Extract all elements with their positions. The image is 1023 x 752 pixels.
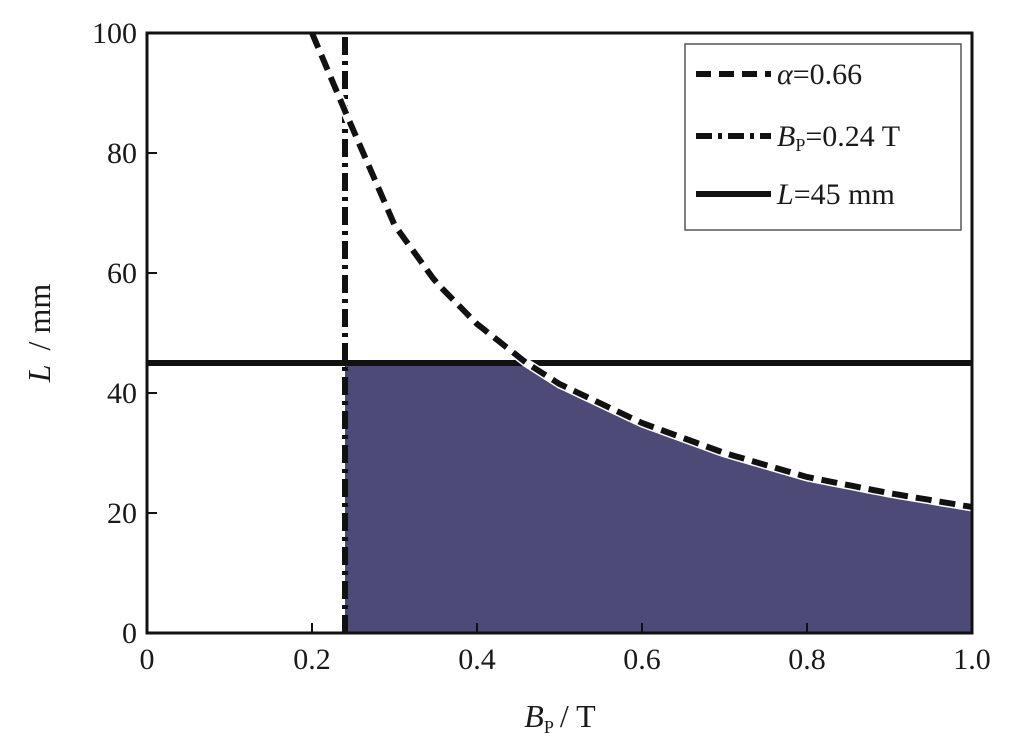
shaded-feasible-region [345,363,972,633]
legend-bp-symbol: B [777,120,795,153]
x-axis-unit: / T [560,698,596,734]
x-tick-label: 0.6 [623,643,661,676]
legend-l-symbol: L [776,178,794,211]
y-tick-label: 60 [107,257,137,290]
y-tick-label: 0 [122,617,137,650]
x-tick-label: 0 [140,643,155,676]
y-tick-label: 80 [107,137,137,170]
x-axis-subscript: P [544,717,554,737]
x-axis-label: BP / T [524,698,596,737]
y-axis-label: L / mm [21,284,57,384]
y-tick-label: 40 [107,377,137,410]
legend-alpha-value: =0.66 [793,58,862,91]
legend-alpha-symbol: α [777,58,794,91]
y-axis-symbol: L [21,364,57,383]
x-tick-label: 0.8 [788,643,826,676]
legend-bp-value: =0.24 T [805,120,900,153]
y-tick-label: 100 [92,17,137,50]
legend-bp-subscript: P [795,135,805,155]
ticks-layer: 0 0.2 0.4 0.6 0.8 1.0 0 20 40 60 80 100 [92,17,991,676]
x-tick-label: 0.4 [458,643,496,676]
x-axis-symbol: B [524,698,544,734]
series-lines-layer [147,31,973,633]
legend: α=0.66 BP=0.24 T L=45 mm [684,43,962,231]
plot-frame [145,31,974,635]
legend-l-value: =45 mm [794,178,895,211]
x-tick-label: 0.2 [293,643,331,676]
legend-label-bp: BP=0.24 T [777,120,900,155]
series-line-alpha-0.66 [309,31,973,510]
legend-label-alpha: α=0.66 [777,58,862,91]
y-axis-unit: / mm [21,284,57,351]
x-tick-label: 1.0 [953,643,991,676]
y-tick-label: 20 [107,497,137,530]
legend-label-l: L=45 mm [776,178,895,211]
shaded-feasible-region-layer [345,363,972,633]
